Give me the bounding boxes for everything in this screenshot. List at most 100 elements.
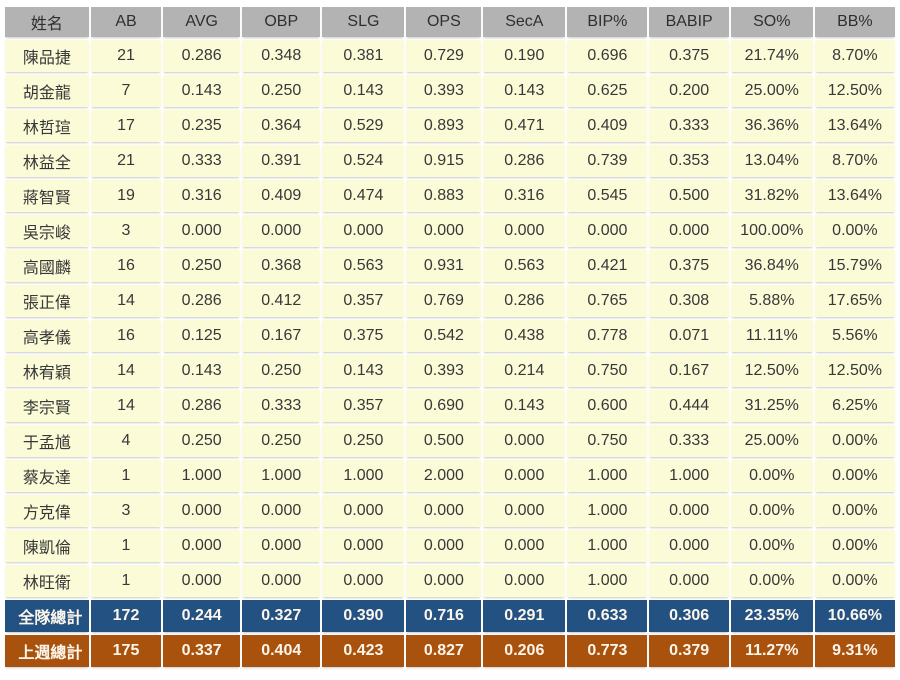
stat-value: 0.071: [649, 320, 729, 352]
stat-value: 0.379: [649, 635, 729, 667]
stat-value: 0.000: [322, 530, 405, 562]
stat-value: 1.000: [649, 460, 729, 492]
stat-value: 0.00%: [730, 495, 813, 527]
stat-value: 0.308: [649, 285, 729, 317]
stat-value: 21.74%: [730, 40, 813, 72]
stat-value: 36.84%: [730, 250, 813, 282]
stat-value: 0.125: [163, 320, 240, 352]
stat-value: 0.143: [322, 75, 405, 107]
player-name: 胡金龍: [5, 75, 89, 107]
stat-value: 0.474: [322, 180, 405, 212]
player-rows: 陳品捷 21 0.286 0.348 0.381 0.729 0.190 0.696 0.375…: [5, 40, 895, 597]
stat-value: 0.393: [406, 355, 482, 387]
stat-value: 0.250: [242, 355, 321, 387]
player-name: 林益全: [5, 145, 89, 177]
stat-value: 0.333: [163, 145, 240, 177]
stat-value: 0.000: [567, 215, 648, 247]
stat-value: 0.00%: [814, 460, 895, 492]
stat-value: 19: [90, 180, 162, 212]
stat-value: 21: [90, 40, 162, 72]
stat-value: 0.423: [322, 635, 405, 667]
stat-value: 0.000: [406, 215, 482, 247]
stat-value: 10.66%: [814, 600, 895, 632]
stat-value: 0.000: [649, 530, 729, 562]
stat-value: 0.333: [649, 425, 729, 457]
player-row: 林旺衛 1 0.000 0.000 0.000 0.000 0.000 1.000 0.000 0…: [5, 565, 895, 597]
stat-value: 0.000: [483, 565, 566, 597]
stat-value: 23.35%: [730, 600, 813, 632]
stat-value: 0.337: [163, 635, 240, 667]
stat-value: 0.353: [649, 145, 729, 177]
stat-value: 0.250: [163, 425, 240, 457]
player-row: 陳凱倫 1 0.000 0.000 0.000 0.000 0.000 1.000 0.000 0…: [5, 530, 895, 562]
player-name: 張正偉: [5, 285, 89, 317]
stat-value: 9.31%: [814, 635, 895, 667]
stat-value: 0.000: [163, 530, 240, 562]
stat-value: 0.000: [649, 495, 729, 527]
player-name: 于孟馗: [5, 425, 89, 457]
stat-value: 0.893: [406, 110, 482, 142]
column-header-obp: OBP: [242, 7, 321, 37]
stat-value: 0.563: [322, 250, 405, 282]
player-name: 高國麟: [5, 250, 89, 282]
stat-value: 11.11%: [730, 320, 813, 352]
player-row: 張正偉 14 0.286 0.412 0.357 0.769 0.286 0.765 0.308…: [5, 285, 895, 317]
stat-value: 0.542: [406, 320, 482, 352]
stat-value: 16: [90, 250, 162, 282]
stat-value: 0.500: [406, 425, 482, 457]
stat-value: 0.000: [483, 215, 566, 247]
stat-value: 0.409: [567, 110, 648, 142]
team-total-row: 全隊總計 172 0.244 0.327 0.390 0.716 0.291 0.633 0.3…: [5, 600, 895, 632]
stat-value: 0.000: [406, 530, 482, 562]
player-row: 蔡友達 1 1.000 1.000 1.000 2.000 0.000 1.000 1.000 0…: [5, 460, 895, 492]
stat-value: 25.00%: [730, 425, 813, 457]
stat-value: 0.167: [649, 355, 729, 387]
stat-value: 0.000: [163, 565, 240, 597]
stat-value: 0.000: [406, 495, 482, 527]
stat-value: 0.190: [483, 40, 566, 72]
stat-value: 0.827: [406, 635, 482, 667]
player-row: 林益全 21 0.333 0.391 0.524 0.915 0.286 0.739 0.353…: [5, 145, 895, 177]
stat-value: 1: [90, 460, 162, 492]
column-header-babip: BABIP: [649, 7, 729, 37]
stat-value: 0.000: [649, 215, 729, 247]
stat-value: 175: [90, 635, 162, 667]
stat-value: 0.000: [406, 565, 482, 597]
stat-value: 0.421: [567, 250, 648, 282]
column-header-ops: OPS: [406, 7, 482, 37]
player-name: 方克偉: [5, 495, 89, 527]
player-row: 李宗賢 14 0.286 0.333 0.357 0.690 0.143 0.600 0.444…: [5, 390, 895, 422]
player-row: 林宥穎 14 0.143 0.250 0.143 0.393 0.214 0.750 0.167…: [5, 355, 895, 387]
stat-value: 0.390: [322, 600, 405, 632]
stat-value: 0.00%: [814, 565, 895, 597]
stat-value: 0.00%: [814, 425, 895, 457]
player-name: 蔣智賢: [5, 180, 89, 212]
stat-value: 0.444: [649, 390, 729, 422]
column-header-name: 姓名: [5, 7, 89, 37]
stat-value: 0.286: [163, 285, 240, 317]
stat-value: 8.70%: [814, 40, 895, 72]
player-row: 陳品捷 21 0.286 0.348 0.381 0.729 0.190 0.696 0.375…: [5, 40, 895, 72]
stat-value: 0.563: [483, 250, 566, 282]
player-row: 蔣智賢 19 0.316 0.409 0.474 0.883 0.316 0.545 0.500…: [5, 180, 895, 212]
stat-value: 0.000: [242, 215, 321, 247]
stat-value: 0.765: [567, 285, 648, 317]
stat-value: 36.36%: [730, 110, 813, 142]
stat-value: 0.333: [649, 110, 729, 142]
stat-value: 0.286: [483, 285, 566, 317]
player-name: 林宥穎: [5, 355, 89, 387]
stat-value: 14: [90, 285, 162, 317]
stat-value: 0.931: [406, 250, 482, 282]
stat-value: 7: [90, 75, 162, 107]
stat-value: 0.000: [242, 530, 321, 562]
stat-value: 0.316: [483, 180, 566, 212]
stat-value: 0.000: [322, 215, 405, 247]
stat-value: 0.633: [567, 600, 648, 632]
player-name: 陳凱倫: [5, 530, 89, 562]
stat-value: 0.000: [242, 495, 321, 527]
stat-value: 0.167: [242, 320, 321, 352]
stat-value: 0.333: [242, 390, 321, 422]
player-row: 方克偉 3 0.000 0.000 0.000 0.000 0.000 1.000 0.000 0…: [5, 495, 895, 527]
stat-value: 0.316: [163, 180, 240, 212]
